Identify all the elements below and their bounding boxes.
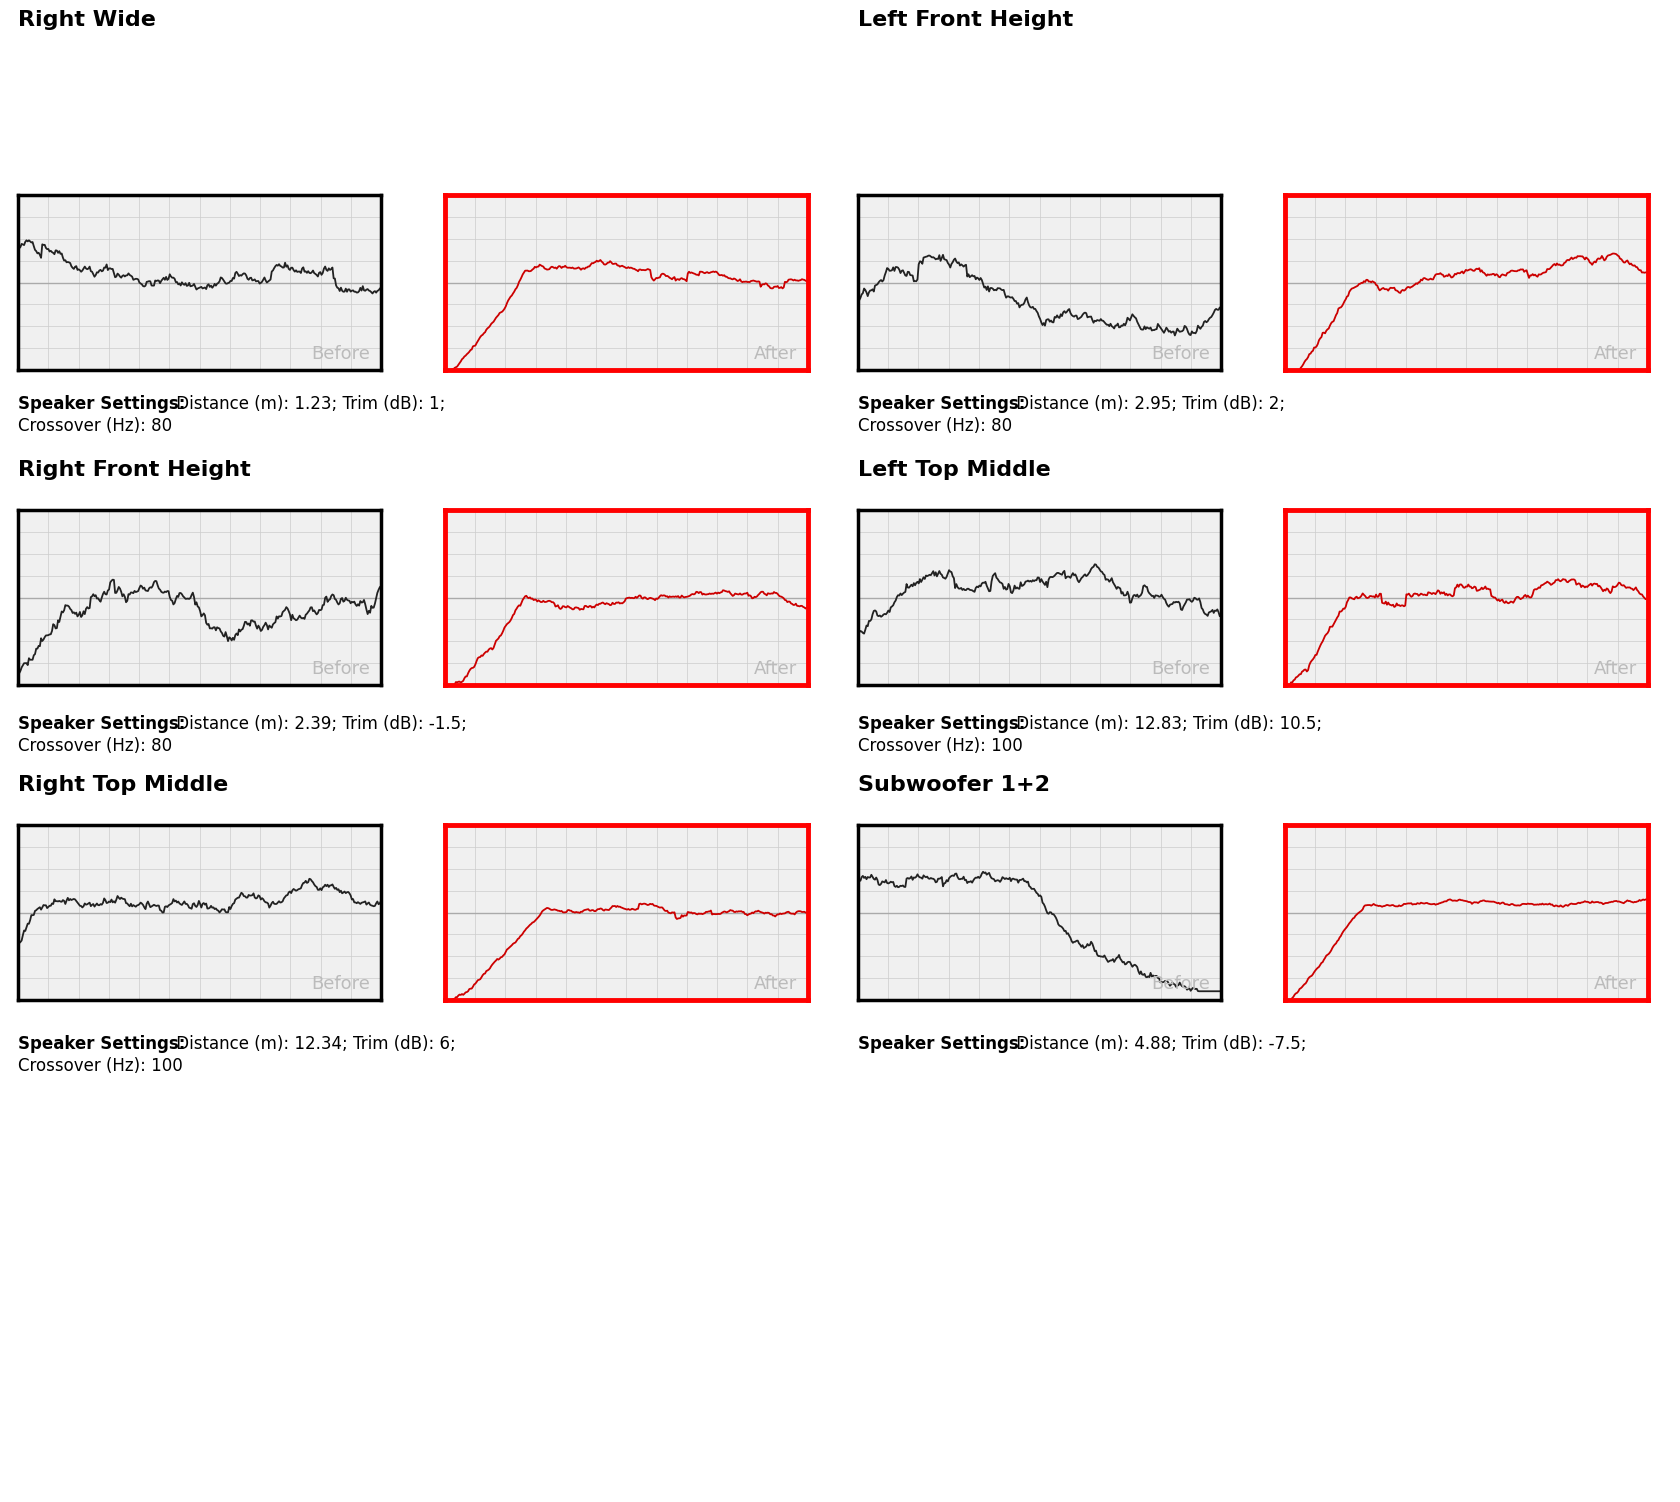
Text: Speaker Settings:: Speaker Settings: xyxy=(18,1035,185,1053)
Text: Before: Before xyxy=(1151,659,1210,677)
Text: Right Wide: Right Wide xyxy=(18,11,156,30)
Text: Before: Before xyxy=(311,975,370,993)
Text: Before: Before xyxy=(311,659,370,677)
Text: Distance (m): 2.39; Trim (dB): -1.5;: Distance (m): 2.39; Trim (dB): -1.5; xyxy=(171,715,467,733)
Text: After: After xyxy=(753,345,796,363)
Text: Crossover (Hz): 80: Crossover (Hz): 80 xyxy=(18,418,171,436)
Text: Speaker Settings:: Speaker Settings: xyxy=(857,715,1025,733)
Text: Speaker Settings:: Speaker Settings: xyxy=(18,715,185,733)
Text: Distance (m): 4.88; Trim (dB): -7.5;: Distance (m): 4.88; Trim (dB): -7.5; xyxy=(1010,1035,1305,1053)
Text: Distance (m): 12.83; Trim (dB): 10.5;: Distance (m): 12.83; Trim (dB): 10.5; xyxy=(1010,715,1322,733)
Text: Left Top Middle: Left Top Middle xyxy=(857,460,1050,481)
Text: After: After xyxy=(1593,659,1636,677)
Text: Speaker Settings:: Speaker Settings: xyxy=(18,395,185,413)
Text: Subwoofer 1+2: Subwoofer 1+2 xyxy=(857,775,1050,795)
Text: After: After xyxy=(753,975,796,993)
Text: Speaker Settings:: Speaker Settings: xyxy=(857,1035,1025,1053)
Text: Before: Before xyxy=(1151,975,1210,993)
Text: Left Front Height: Left Front Height xyxy=(857,11,1072,30)
Text: After: After xyxy=(1593,975,1636,993)
Text: Right Top Middle: Right Top Middle xyxy=(18,775,228,795)
Text: Crossover (Hz): 100: Crossover (Hz): 100 xyxy=(857,737,1021,756)
Text: Crossover (Hz): 80: Crossover (Hz): 80 xyxy=(857,418,1011,436)
Text: Right Front Height: Right Front Height xyxy=(18,460,250,481)
Text: Distance (m): 12.34; Trim (dB): 6;: Distance (m): 12.34; Trim (dB): 6; xyxy=(171,1035,455,1053)
Text: Distance (m): 2.95; Trim (dB): 2;: Distance (m): 2.95; Trim (dB): 2; xyxy=(1010,395,1285,413)
Text: Distance (m): 1.23; Trim (dB): 1;: Distance (m): 1.23; Trim (dB): 1; xyxy=(171,395,445,413)
Text: Crossover (Hz): 100: Crossover (Hz): 100 xyxy=(18,1057,183,1075)
Text: Speaker Settings:: Speaker Settings: xyxy=(857,395,1025,413)
Text: After: After xyxy=(1593,345,1636,363)
Text: Before: Before xyxy=(1151,345,1210,363)
Text: After: After xyxy=(753,659,796,677)
Text: Crossover (Hz): 80: Crossover (Hz): 80 xyxy=(18,737,171,756)
Text: Before: Before xyxy=(311,345,370,363)
